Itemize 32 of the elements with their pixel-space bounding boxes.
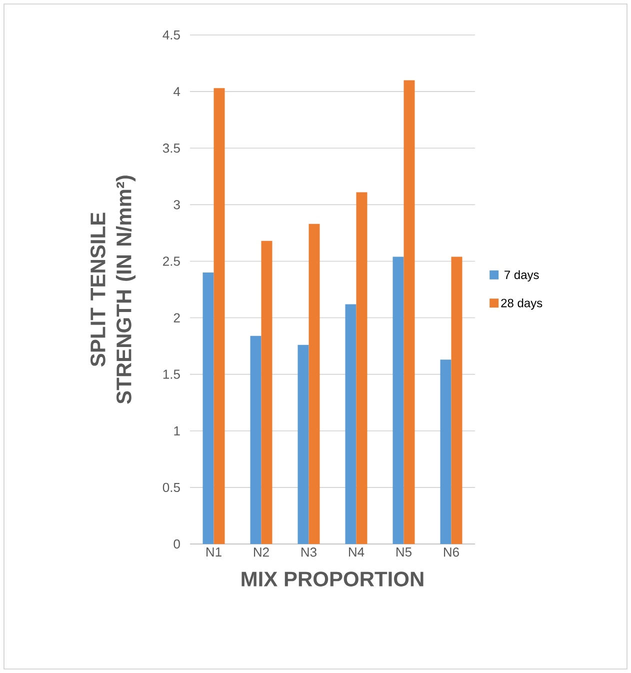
bar [202, 272, 214, 544]
legend-label: 28 days [501, 298, 542, 310]
bar [214, 88, 225, 544]
x-tick-label: N2 [254, 548, 269, 557]
x-tick-label: N3 [302, 548, 316, 557]
x-tick-label: N6 [444, 548, 459, 557]
x-tick-label: N4 [349, 548, 364, 556]
legend-label: 7 days [504, 270, 539, 282]
y-axis-title: SPLIT TENSILE STRENGTH (IN N/mm²) [90, 176, 136, 404]
bar [440, 360, 452, 544]
bar [392, 256, 404, 544]
y-tick-label: 0 [174, 539, 180, 549]
y-tick-label: 1 [174, 426, 180, 436]
y-tick-label: 4 [174, 87, 180, 96]
bar [308, 224, 320, 544]
y-tick-label: 1.5 [163, 370, 180, 379]
y-tick-label: 2 [174, 313, 180, 322]
x-tick-label: N5 [396, 548, 412, 557]
bar [404, 80, 415, 544]
bar [298, 344, 309, 544]
x-tick-label: N1 [206, 548, 222, 556]
bar [345, 304, 356, 544]
y-tick-label: 2.5 [163, 256, 180, 266]
bar [261, 240, 272, 544]
y-tick-label: 3 [174, 200, 180, 210]
x-axis-title: MIX PROPORTION [242, 572, 424, 586]
bar [356, 192, 368, 544]
y-tick-label: 4.5 [162, 30, 180, 40]
bar [250, 336, 262, 544]
y-tick-label: 3.5 [162, 144, 180, 153]
bar [451, 256, 462, 544]
y-tick-label: 0.5 [162, 482, 180, 492]
